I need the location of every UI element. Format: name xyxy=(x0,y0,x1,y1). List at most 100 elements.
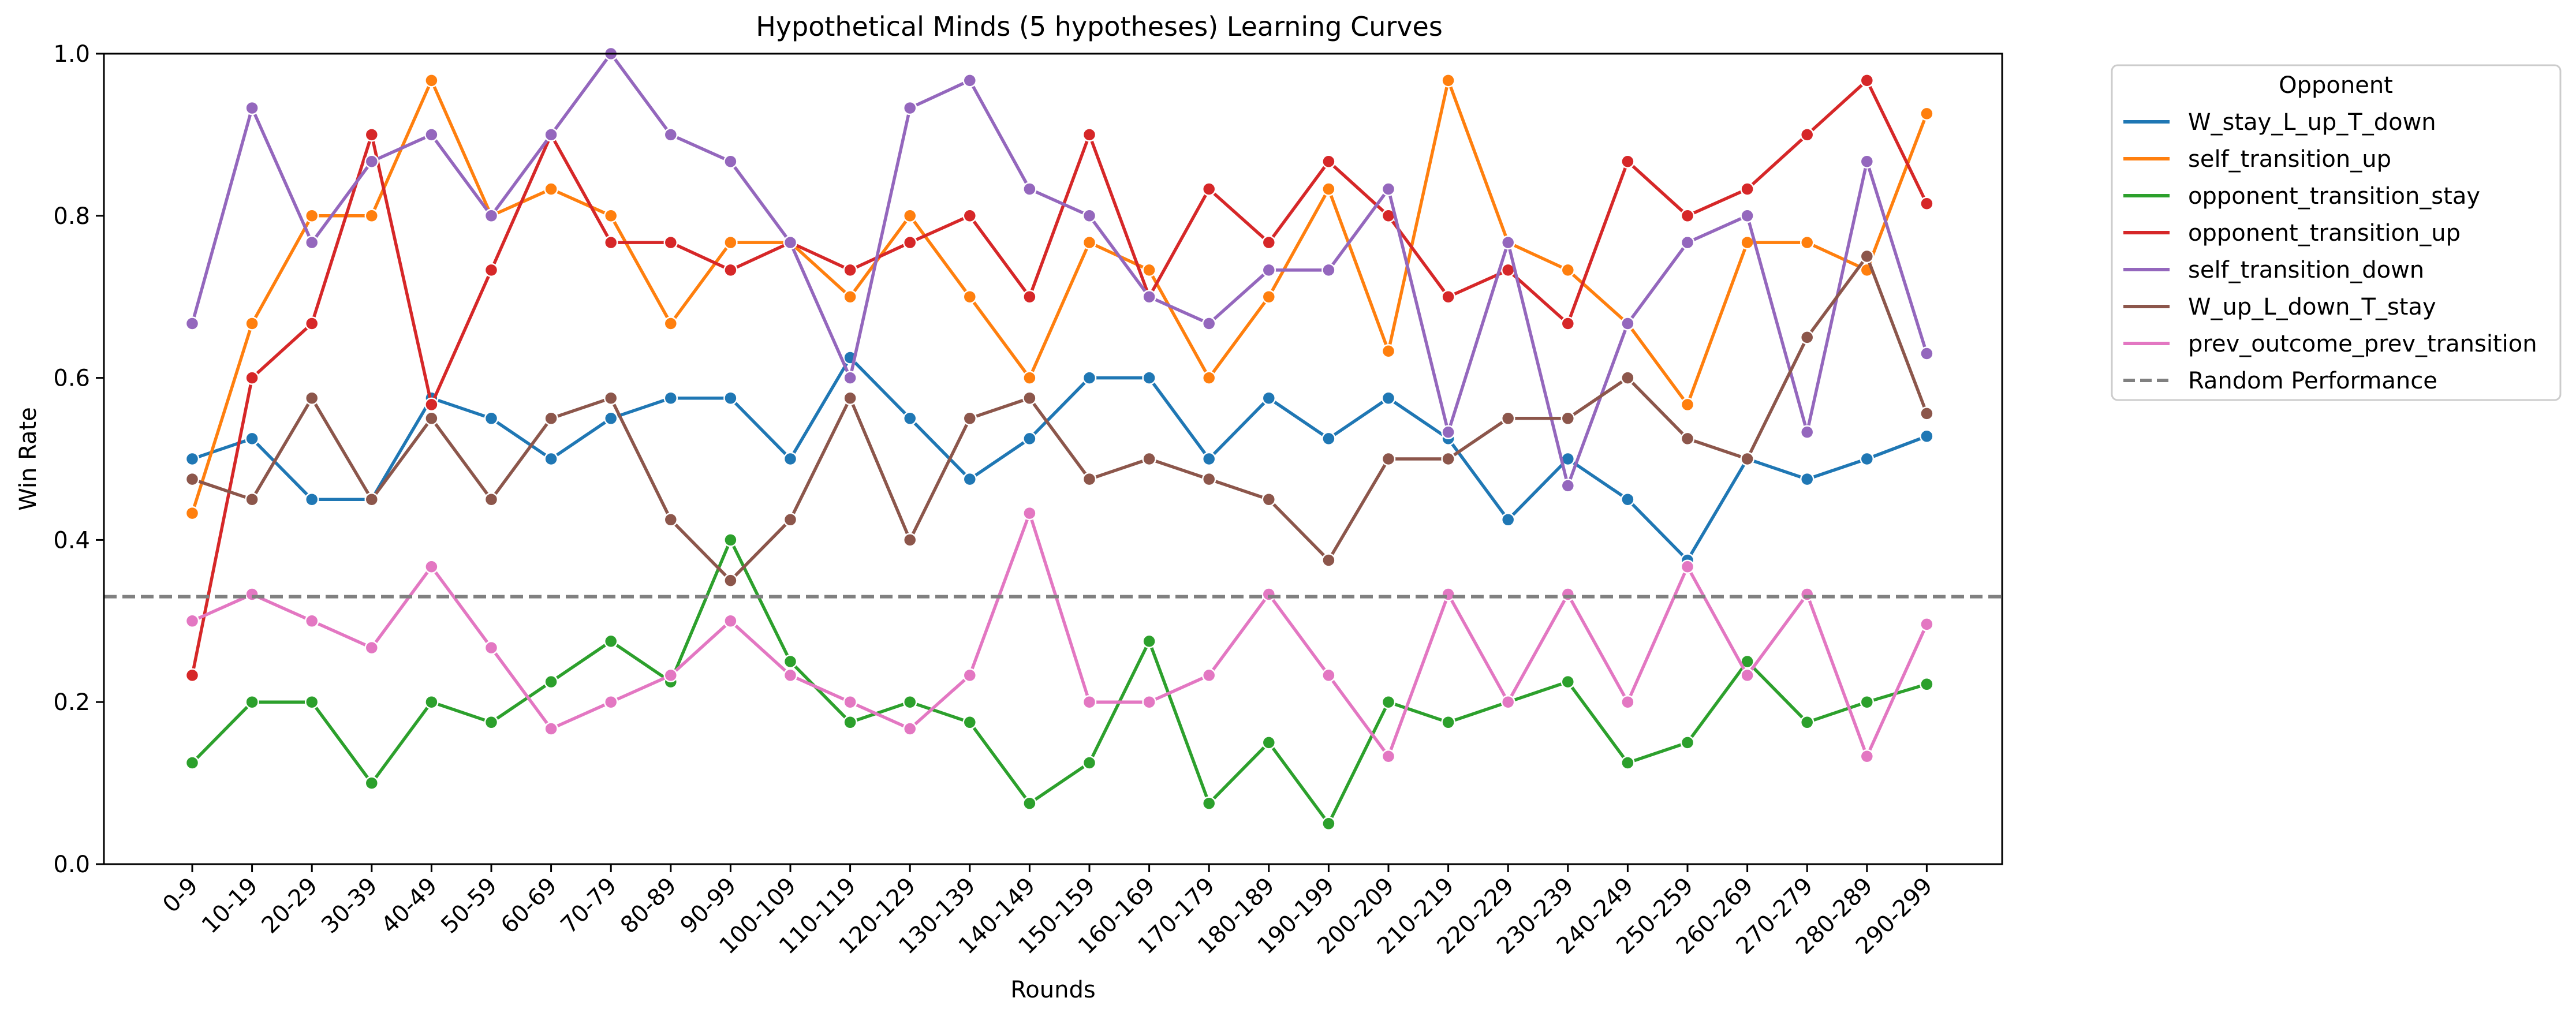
data-point xyxy=(962,668,977,683)
data-point xyxy=(962,715,977,730)
data-point xyxy=(424,559,439,574)
data-point xyxy=(544,451,558,466)
data-point xyxy=(364,492,379,507)
data-point xyxy=(1560,674,1576,689)
legend-item: W_up_L_down_T_stay xyxy=(2123,294,2436,320)
data-point xyxy=(364,128,379,142)
data-point xyxy=(1381,391,1396,405)
data-point xyxy=(1500,235,1515,250)
data-point xyxy=(185,614,200,629)
data-point xyxy=(1321,154,1336,169)
series-opponent_transition_up xyxy=(185,73,1934,683)
data-point xyxy=(185,756,200,770)
data-point xyxy=(245,492,259,507)
series-prev_outcome_prev_transition xyxy=(185,506,1934,764)
data-point xyxy=(1800,715,1815,730)
data-point xyxy=(304,492,319,507)
data-point xyxy=(843,289,857,304)
data-point xyxy=(364,208,379,223)
legend-item: self_transition_up xyxy=(2123,146,2391,173)
chart-title: Hypothetical Minds (5 hypotheses) Learni… xyxy=(756,11,1443,42)
data-point xyxy=(185,316,200,331)
data-point xyxy=(1740,182,1754,196)
data-point xyxy=(1920,429,1934,443)
data-point xyxy=(304,614,319,629)
legend-entries: W_stay_L_up_T_down self_transition_upoppo… xyxy=(2123,109,2537,394)
data-point xyxy=(1560,587,1576,601)
data-point xyxy=(1680,431,1695,446)
data-point xyxy=(245,371,259,385)
data-point xyxy=(1381,182,1396,196)
data-point xyxy=(1201,796,1216,810)
data-point xyxy=(1082,128,1097,142)
data-point xyxy=(1680,559,1695,574)
data-point xyxy=(1142,451,1156,466)
data-point xyxy=(783,668,798,683)
y-tick-label: 0.8 xyxy=(53,203,90,230)
data-point xyxy=(185,472,200,487)
data-point xyxy=(1201,472,1216,487)
data-point xyxy=(1261,263,1276,278)
data-point xyxy=(364,640,379,655)
y-tick-label: 0.2 xyxy=(53,689,90,716)
data-point xyxy=(185,506,200,521)
data-point xyxy=(484,492,499,507)
data-point xyxy=(1441,425,1455,439)
data-point xyxy=(783,451,798,466)
data-point xyxy=(1082,472,1097,487)
data-point xyxy=(783,513,798,527)
data-point xyxy=(1920,346,1934,361)
data-point xyxy=(544,674,558,689)
data-point xyxy=(1022,506,1037,521)
data-point xyxy=(663,316,678,331)
legend-label: opponent_transition_up xyxy=(2188,220,2461,246)
data-point xyxy=(1441,73,1455,88)
data-point xyxy=(1621,371,1635,385)
data-point xyxy=(1560,263,1576,278)
data-point xyxy=(484,208,499,223)
data-point xyxy=(1261,735,1276,750)
data-point xyxy=(1920,677,1934,692)
y-axis: 0.0 0.2 0.4 0.6 0.8 1.0 xyxy=(53,41,104,878)
data-point xyxy=(723,573,738,588)
data-point xyxy=(1321,182,1336,196)
series-line xyxy=(191,538,1928,825)
data-point xyxy=(1800,472,1815,487)
data-point xyxy=(544,411,558,426)
data-point xyxy=(1022,796,1037,810)
series-line xyxy=(191,79,1928,676)
legend-label: W_up_L_down_T_stay xyxy=(2188,294,2436,320)
data-point xyxy=(723,614,738,629)
data-point xyxy=(1621,316,1635,331)
data-point xyxy=(304,208,319,223)
data-point xyxy=(663,391,678,405)
legend-label: Random Performance xyxy=(2188,368,2437,394)
data-point xyxy=(1082,208,1097,223)
data-point xyxy=(843,371,857,385)
y-tick-label: 0.0 xyxy=(53,851,90,878)
data-point xyxy=(1201,316,1216,331)
legend-item: prev_outcome_prev_transition xyxy=(2123,331,2537,357)
legend-item: W_stay_L_up_T_down xyxy=(2123,109,2436,136)
data-point xyxy=(304,316,319,331)
legend-frame xyxy=(2111,64,2562,401)
data-point xyxy=(1022,371,1037,385)
data-point xyxy=(603,411,618,426)
data-point xyxy=(1261,391,1276,405)
data-point xyxy=(1201,451,1216,466)
data-point xyxy=(1261,235,1276,250)
data-point xyxy=(304,235,319,250)
data-point xyxy=(1680,208,1695,223)
data-point xyxy=(902,533,917,547)
data-point xyxy=(902,235,917,250)
data-point xyxy=(1740,668,1754,683)
data-point xyxy=(783,235,798,250)
series-line xyxy=(191,79,1928,514)
legend-item: opponent_transition_up xyxy=(2123,220,2461,246)
data-point xyxy=(663,235,678,250)
data-point xyxy=(1621,756,1635,770)
data-point xyxy=(544,128,558,142)
plot-frame xyxy=(103,53,2003,865)
y-tick-label: 1.0 xyxy=(53,41,90,68)
